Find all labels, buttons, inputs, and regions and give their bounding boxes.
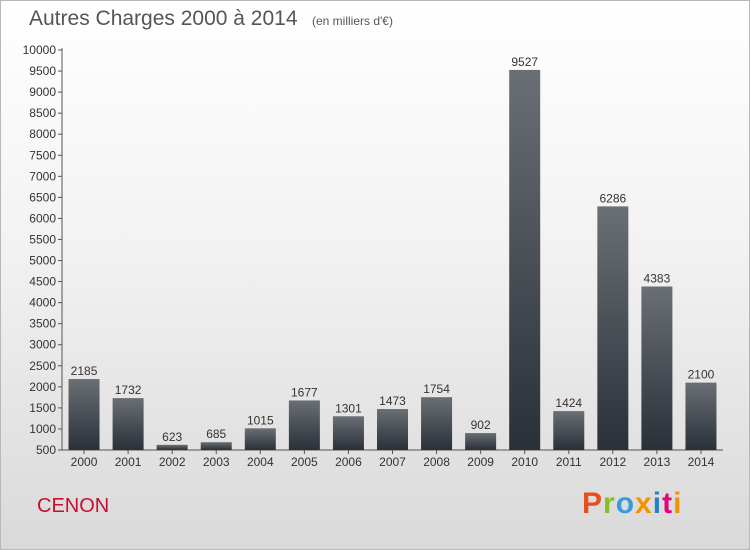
y-tick-label: 4500 bbox=[29, 275, 56, 289]
x-tick-label-2001: 2001 bbox=[115, 455, 142, 469]
chart-subtitle: (en milliers d'€) bbox=[311, 14, 393, 28]
y-tick-label: 1000 bbox=[29, 422, 56, 436]
value-label-2012: 6286 bbox=[599, 191, 626, 205]
y-tick-label: 6000 bbox=[29, 211, 56, 225]
x-tick-label-2003: 2003 bbox=[203, 455, 230, 469]
chart-title: Autres Charges 2000 à 2014 bbox=[29, 7, 298, 30]
y-tick-label: 8000 bbox=[29, 127, 56, 141]
value-label-2004: 1015 bbox=[247, 413, 274, 427]
x-tick-label-2013: 2013 bbox=[644, 455, 671, 469]
x-tick-label-2000: 2000 bbox=[71, 455, 98, 469]
title-block: Autres Charges 2000 à 2014 (en milliers … bbox=[29, 7, 393, 31]
y-tick-label: 6500 bbox=[29, 190, 56, 204]
bar-2014 bbox=[685, 382, 717, 450]
x-axis: 2000 2001 2002 2003 2004 2005 2006 2007 2008 2009… bbox=[62, 449, 723, 469]
y-tick-label: 7000 bbox=[29, 169, 56, 183]
y-tick-label: 5500 bbox=[29, 232, 56, 246]
value-label-2013: 4383 bbox=[644, 272, 671, 286]
x-tick-label-2006: 2006 bbox=[335, 455, 362, 469]
y-tick-label: 1500 bbox=[29, 401, 56, 415]
bar-2007 bbox=[377, 409, 408, 450]
bar-2009 bbox=[465, 433, 497, 450]
bar-2011 bbox=[553, 411, 585, 450]
value-label-2006: 1301 bbox=[335, 401, 362, 415]
x-tick-label-2011: 2011 bbox=[556, 455, 582, 469]
bar-2005 bbox=[288, 400, 320, 450]
bar-2008 bbox=[421, 397, 453, 450]
y-tick-label: 3000 bbox=[29, 338, 56, 352]
y-tick-label: 9000 bbox=[29, 85, 56, 99]
bar-2001 bbox=[112, 398, 144, 450]
value-label-2009: 902 bbox=[471, 418, 491, 432]
x-tick-label-2010: 2010 bbox=[511, 455, 538, 469]
value-label-2000: 2185 bbox=[71, 364, 98, 378]
value-label-2005: 1677 bbox=[291, 385, 318, 399]
bar-2004 bbox=[244, 428, 276, 450]
bar-2000 bbox=[68, 379, 100, 450]
x-tick-label-2002: 2002 bbox=[159, 455, 186, 469]
y-axis: 500 1000 1500 2000 2500 3000 3500 4000 4500 5000 5… bbox=[23, 43, 63, 457]
y-tick-label: 500 bbox=[36, 443, 56, 457]
value-label-2014: 2100 bbox=[688, 368, 715, 382]
y-tick-label: 5000 bbox=[29, 254, 56, 268]
value-label-2010: 9527 bbox=[511, 55, 538, 69]
y-tick-label: 9500 bbox=[29, 64, 56, 78]
x-tick-label-2009: 2009 bbox=[467, 455, 494, 469]
y-tick-label: 8500 bbox=[29, 106, 56, 120]
x-tick-label-2007: 2007 bbox=[379, 455, 406, 469]
x-tick-label-2012: 2012 bbox=[599, 455, 626, 469]
y-tick-label: 4000 bbox=[29, 296, 56, 310]
bar-2003 bbox=[200, 442, 232, 450]
value-label-2007: 1473 bbox=[379, 394, 406, 408]
y-tick-label: 2000 bbox=[29, 380, 56, 394]
value-label-2001: 1732 bbox=[115, 383, 142, 397]
bar-2012 bbox=[597, 206, 629, 450]
value-label-2011: 1424 bbox=[555, 396, 582, 410]
proxiti-logo: Proxiti bbox=[582, 487, 683, 520]
bar-2010 bbox=[509, 69, 541, 451]
y-tick-label: 3500 bbox=[29, 317, 56, 331]
y-tick-label: 10000 bbox=[23, 43, 57, 57]
y-tick-label: 2500 bbox=[29, 359, 56, 373]
bars bbox=[68, 69, 717, 451]
bar-2002 bbox=[156, 444, 188, 450]
value-label-2002: 623 bbox=[162, 430, 182, 444]
value-label-2003: 685 bbox=[206, 427, 226, 441]
bar-2013 bbox=[641, 286, 673, 450]
x-tick-label-2008: 2008 bbox=[423, 455, 450, 469]
x-tick-label-2005: 2005 bbox=[291, 455, 318, 469]
commune-name: CENON bbox=[37, 495, 110, 517]
bar-2006 bbox=[332, 416, 364, 450]
value-label-2008: 1754 bbox=[423, 382, 450, 396]
x-tick-label-2004: 2004 bbox=[247, 455, 274, 469]
x-tick-label-2014: 2014 bbox=[688, 455, 715, 469]
data-labels: 2185 1732 623 685 1015 1677 1301 1473 1754 902 952… bbox=[71, 55, 715, 444]
y-tick-label: 7500 bbox=[29, 148, 56, 162]
